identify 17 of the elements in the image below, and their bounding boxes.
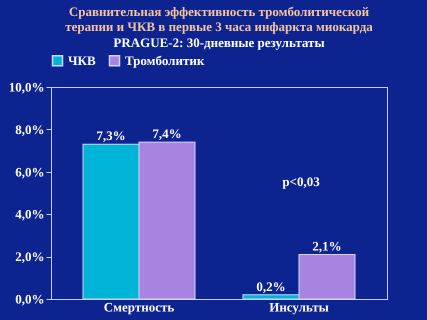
x-tick-label: Смертность (104, 300, 174, 314)
y-tick-label: 10,0% (8, 80, 44, 94)
data-label: 7,3% (96, 128, 126, 144)
legend-label: Тромболитик (125, 52, 205, 68)
y-tick-label: 8,0% (15, 122, 44, 137)
y-tick-label: 0,0% (15, 292, 44, 306)
annotation: p<0,03 (282, 174, 320, 189)
data-label: 0,2% (256, 278, 286, 294)
data-label: 2,1% (312, 238, 342, 254)
legend-label: ЧКВ (68, 52, 96, 68)
y-tick-label: 4,0% (15, 206, 44, 222)
y-tick-label: 6,0% (15, 164, 44, 180)
data-label: 7,4% (152, 126, 182, 142)
y-tick-label: 2,0% (15, 249, 44, 264)
x-tick-label: Инсульты (269, 300, 329, 314)
chart-subtitle: PRAGUE-2: 30-дневные результаты (113, 35, 325, 50)
chart-title: Сравнительная эффективность тромболитической терапии и ЧКВ в первые 3 часа инфаркта миокарда (65, 4, 374, 34)
